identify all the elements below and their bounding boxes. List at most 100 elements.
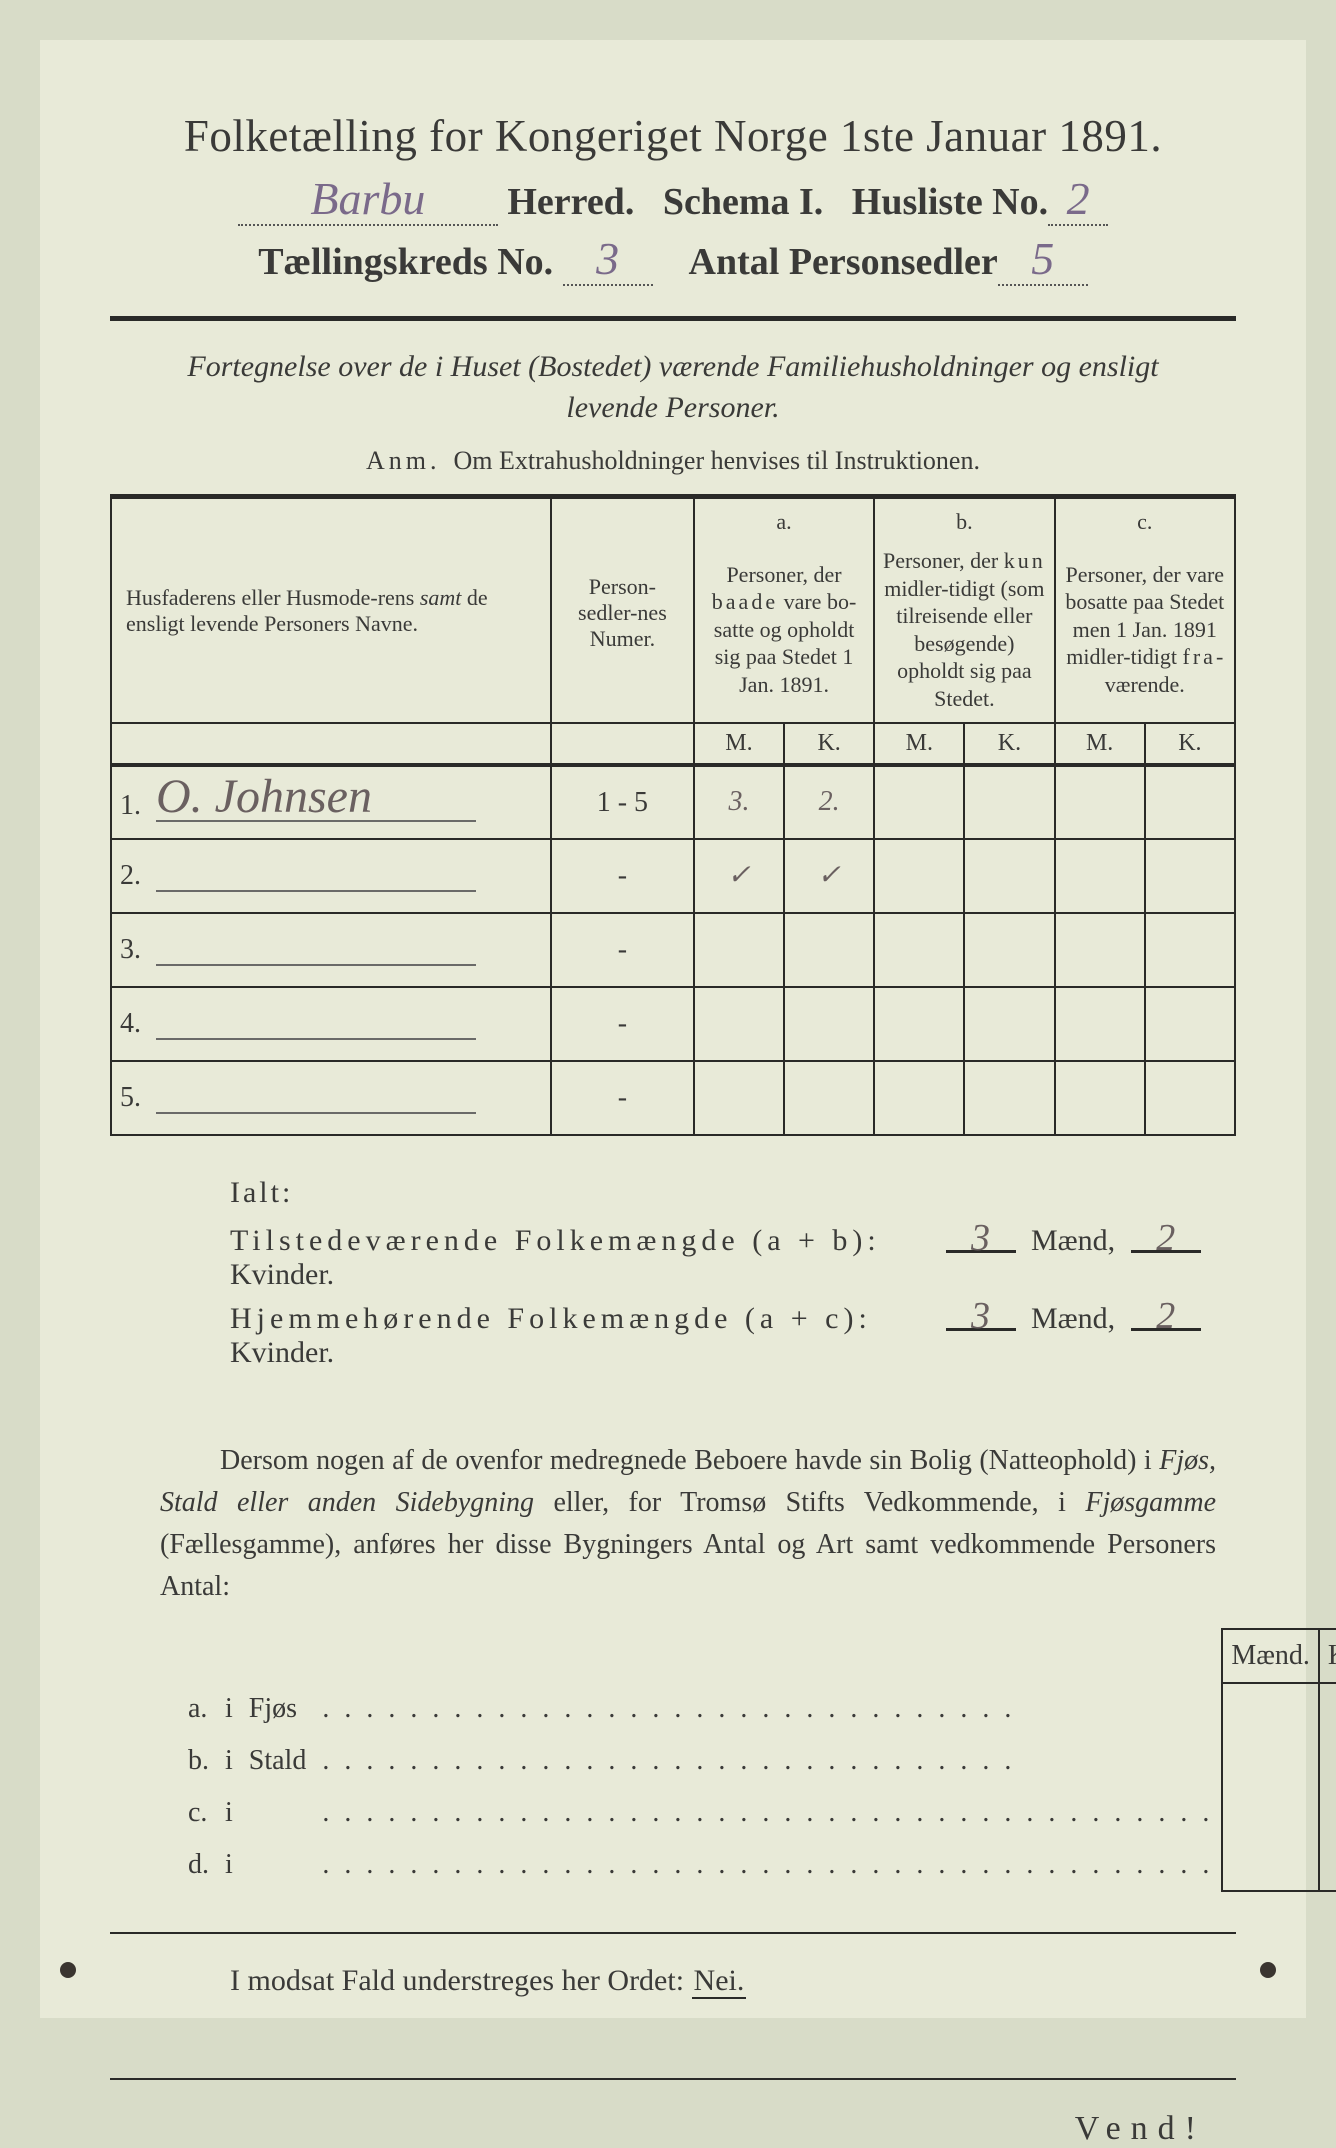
antal-field: 5: [998, 240, 1088, 286]
cell-b-m: [874, 839, 964, 913]
side-row: c.i . . . . . . . . . . . . . . . . . . .…: [180, 1787, 1336, 1839]
row-number: 2.: [120, 860, 156, 892]
cell-c-m: [1055, 765, 1145, 839]
kreds-label: Tællingskreds No.: [258, 241, 553, 283]
name-value: O. Johnsen: [156, 770, 372, 823]
cell-b-k: [964, 839, 1054, 913]
para-mid2: (Fællesgamme), anføres her disse Bygning…: [160, 1529, 1216, 1602]
side-row-label: c.: [180, 1787, 217, 1839]
census-form-page: Folketælling for Kongeriget Norge 1ste J…: [40, 40, 1306, 2018]
personsedler-num: -: [551, 913, 694, 987]
group-a-label: a.: [694, 497, 874, 542]
col-c-m: M.: [1055, 723, 1145, 765]
cell-b-m: [874, 913, 964, 987]
cell-b-m: [874, 987, 964, 1061]
side-row-type: Fjøs: [241, 1683, 315, 1735]
table-row: 4. -: [111, 987, 1235, 1061]
col-b-k: K.: [964, 723, 1054, 765]
cell-a-k: ✓: [784, 839, 874, 913]
personsedler-num: -: [551, 1061, 694, 1135]
resident-label: Hjemmehørende Folkemængde (a + c):: [230, 1302, 930, 1336]
group-c-label: c.: [1055, 497, 1235, 542]
side-k-cell: [1319, 1787, 1336, 1839]
side-row-i: i: [217, 1787, 241, 1839]
cell-b-m: [874, 765, 964, 839]
side-row-label: d.: [180, 1839, 217, 1891]
household-table: Husfaderens eller Husmode-rens samt de e…: [110, 494, 1236, 1136]
cell-c-m: [1055, 839, 1145, 913]
maend-label-1: Mænd,: [1031, 1224, 1115, 1257]
row-number: 4.: [120, 1008, 156, 1040]
anm-text: Om Extrahusholdninger henvises til Instr…: [454, 446, 980, 475]
cell-a-m: ✓: [694, 839, 784, 913]
dots-leader: . . . . . . . . . . . . . . . . . . . . …: [314, 1683, 1222, 1735]
antal-label: Antal Personsedler: [689, 241, 998, 283]
side-m-cell: [1222, 1683, 1319, 1735]
cell-c-m: [1055, 987, 1145, 1061]
cell-a-k: [784, 987, 874, 1061]
resident-m-value: 3: [946, 1305, 1016, 1331]
cell-a-k: [784, 913, 874, 987]
cell-c-k: [1145, 765, 1235, 839]
kvinder-label-2: Kvinder.: [230, 1336, 334, 1369]
herred-label: Herred.: [507, 181, 634, 223]
side-row-type: Stald: [241, 1735, 315, 1787]
table-row: 2.-✓✓: [111, 839, 1235, 913]
side-kvinder-header: Kvinder.: [1319, 1629, 1336, 1683]
side-k-cell: [1319, 1839, 1336, 1891]
table-row: 1.O. Johnsen1 - 53.2.: [111, 765, 1235, 839]
present-m-value: 3: [946, 1227, 1016, 1253]
side-k-cell: [1319, 1683, 1336, 1735]
cell-a-m: 3.: [694, 765, 784, 839]
name-field: [156, 964, 476, 966]
ialt-label: Ialt:: [230, 1176, 1236, 1210]
present-k-value: 2: [1131, 1227, 1201, 1253]
kvinder-label-1: Kvinder.: [230, 1258, 334, 1291]
cell-b-m: [874, 1061, 964, 1135]
resident-k-value: 2: [1131, 1305, 1201, 1331]
antal-value: 5: [1031, 233, 1054, 284]
side-row-label: b.: [180, 1735, 217, 1787]
name-field: [156, 1038, 476, 1040]
vend-label: Vend!: [110, 2110, 1206, 2148]
present-line: Tilstedeværende Folkemængde (a + b): 3 M…: [230, 1224, 1236, 1292]
side-row-label: a.: [180, 1683, 217, 1735]
personsedler-num: -: [551, 987, 694, 1061]
cell-c-m: [1055, 913, 1145, 987]
side-buildings-table: Mænd. Kvinder. a.iFjøs. . . . . . . . . …: [180, 1628, 1336, 1892]
husliste-value: 2: [1067, 173, 1090, 224]
dots-leader: . . . . . . . . . . . . . . . . . . . . …: [314, 1787, 1222, 1839]
cell-c-k: [1145, 839, 1235, 913]
header-line-2: Barbu Herred. Schema I. Husliste No.2: [110, 180, 1236, 226]
punch-hole-icon: [60, 1962, 76, 1978]
side-row-i: i: [217, 1839, 241, 1891]
totals-block: Ialt: Tilstedeværende Folkemængde (a + b…: [230, 1176, 1236, 1370]
group-a-text: Personer, der baade vare bo-satte og oph…: [712, 562, 856, 697]
row-number: 5.: [120, 1082, 156, 1114]
side-building-paragraph: Dersom nogen af de ovenfor medregnede Be…: [160, 1440, 1216, 1608]
modsat-text: I modsat Fald understreges her Ordet:: [230, 1964, 684, 1997]
cell-a-k: 2.: [784, 765, 874, 839]
table-row: 5. -: [111, 1061, 1235, 1135]
divider-thin: [110, 1932, 1236, 1934]
table-row: 3.-: [111, 913, 1235, 987]
personsedler-num: -: [551, 839, 694, 913]
cell-b-k: [964, 765, 1054, 839]
anm-prefix: Anm.: [366, 446, 441, 475]
resident-line: Hjemmehørende Folkemængde (a + c): 3 Mæn…: [230, 1302, 1236, 1370]
group-c-text: Personer, der vare bosatte paa Stedet me…: [1065, 562, 1224, 697]
side-row: b.iStald. . . . . . . . . . . . . . . . …: [180, 1735, 1336, 1787]
side-row-type: [241, 1787, 315, 1839]
anm-note: Anm. Om Extrahusholdninger henvises til …: [110, 446, 1236, 476]
col-c-k: K.: [1145, 723, 1235, 765]
para-pre: Dersom nogen af de ovenfor medregnede Be…: [220, 1445, 1159, 1476]
side-maend-header: Mænd.: [1222, 1629, 1319, 1683]
dots-leader: . . . . . . . . . . . . . . . . . . . . …: [314, 1735, 1222, 1787]
nei-word: Nei.: [692, 1964, 747, 1999]
cell-a-k: [784, 1061, 874, 1135]
punch-hole-icon: [1260, 1962, 1276, 1978]
cell-c-k: [1145, 913, 1235, 987]
side-row-i: i: [217, 1683, 241, 1735]
side-m-cell: [1222, 1839, 1319, 1891]
personsedler-num: 1 - 5: [551, 765, 694, 839]
